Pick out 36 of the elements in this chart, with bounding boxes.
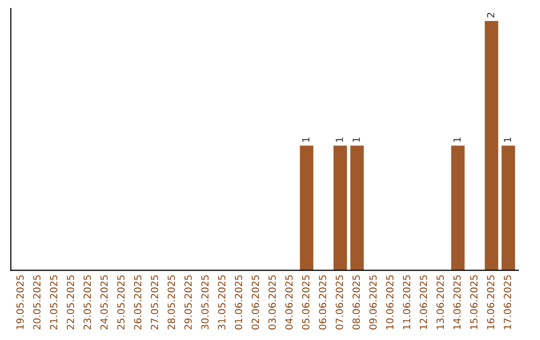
- data-label: 1: [352, 138, 360, 142]
- x-tick-label: 24.05.2025: [100, 275, 108, 330]
- x-tick-label: 03.06.2025: [268, 275, 276, 330]
- x-tick-label: 11.06.2025: [402, 275, 410, 330]
- x-tick-label: 27.05.2025: [150, 275, 158, 330]
- x-tick-label: 17.06.2025: [504, 275, 512, 330]
- x-tick-label: 22.05.2025: [66, 275, 74, 330]
- x-tick-label: 04.06.2025: [285, 275, 293, 330]
- data-label: 2: [486, 12, 494, 18]
- x-tick-label: 12.06.2025: [420, 275, 428, 330]
- data-label: 1: [302, 138, 310, 142]
- x-tick-label: 31.05.2025: [218, 275, 226, 330]
- data-label: 1: [504, 138, 511, 142]
- x-tick-label: 15.06.2025: [470, 275, 478, 330]
- x-tick-label: 06.06.2025: [318, 275, 326, 330]
- x-tick-label: 10.06.2025: [386, 275, 394, 330]
- x-tick-label: 19.05.2025: [16, 275, 24, 330]
- x-tick-label: 20.05.2025: [33, 275, 41, 330]
- x-tick-label: 30.05.2025: [201, 275, 209, 330]
- data-label: 1: [336, 138, 343, 142]
- x-tick-label: 21.05.2025: [50, 275, 58, 330]
- x-tick-label: 16.06.2025: [486, 275, 494, 330]
- x-tick-label: 01.06.2025: [234, 275, 242, 330]
- x-tick-label: 29.05.2025: [184, 275, 192, 330]
- data-label: 1: [453, 138, 461, 142]
- x-tick-label: 02.06.2025: [252, 275, 260, 330]
- x-tick-label: 26.05.2025: [134, 275, 142, 330]
- x-tick-label: 13.06.2025: [436, 275, 444, 330]
- x-tick-label: 25.05.2025: [117, 275, 125, 330]
- x-tick-label: 05.06.2025: [302, 275, 310, 330]
- x-tick-label: 08.06.2025: [352, 275, 360, 330]
- x-tick-label: 07.06.2025: [336, 275, 344, 330]
- x-tick-label: 23.05.2025: [84, 275, 91, 330]
- x-tick-label: 28.05.2025: [168, 275, 175, 330]
- x-tick-label: 09.06.2025: [369, 275, 377, 330]
- x-tick-label: 14.06.2025: [453, 275, 461, 330]
